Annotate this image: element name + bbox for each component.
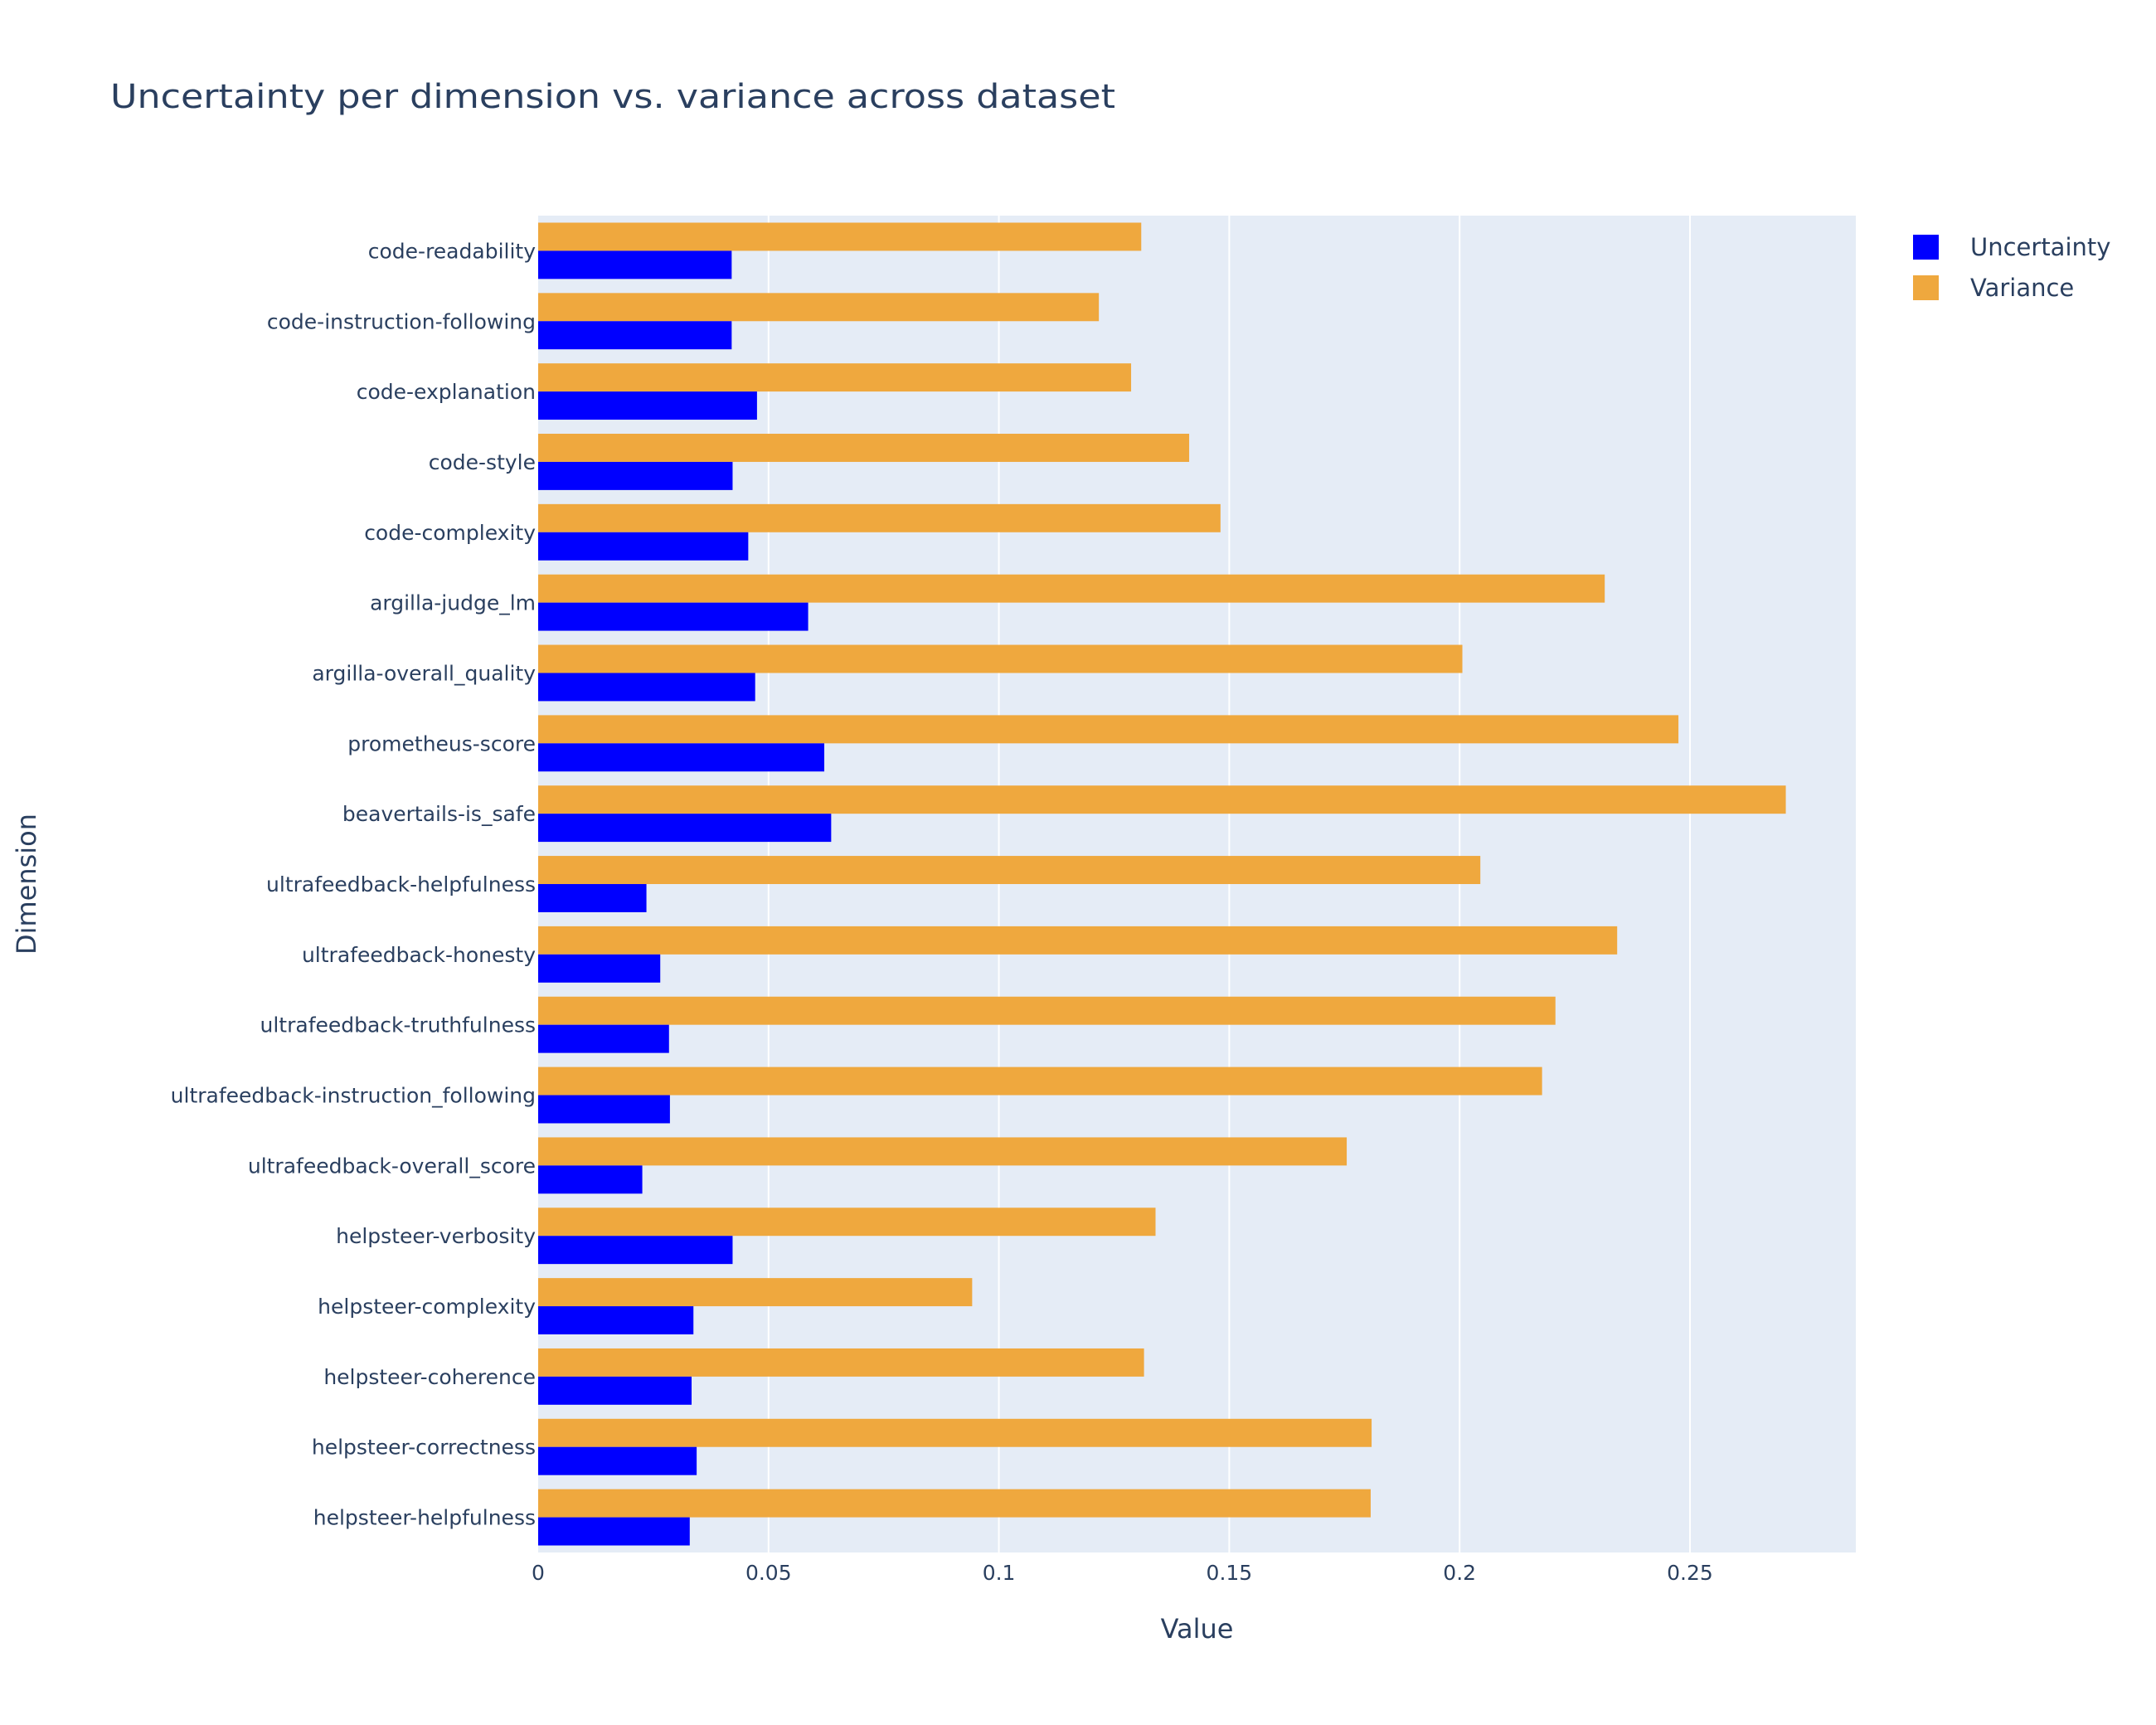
bar-group <box>538 1278 973 1334</box>
bar-uncertainty[interactable] <box>538 1236 733 1265</box>
bar-group <box>538 1348 1144 1405</box>
bar-uncertainty[interactable] <box>538 461 733 490</box>
bar-variance[interactable] <box>538 293 1100 322</box>
bar-group <box>538 996 1556 1053</box>
y-axis-tick-labels: code-readability code-instruction-followi… <box>171 239 537 1529</box>
x-tick-label: 0 <box>532 1561 545 1585</box>
y-tick-label: argilla-judge_lm <box>370 591 536 615</box>
bar-variance[interactable] <box>538 644 1463 673</box>
bar-uncertainty[interactable] <box>538 1165 643 1194</box>
bar-group <box>538 574 1605 631</box>
bar-variance[interactable] <box>538 1208 1156 1237</box>
bar-variance[interactable] <box>538 503 1221 532</box>
bar-group <box>538 1137 1348 1194</box>
bar-uncertainty[interactable] <box>538 884 647 912</box>
bar-group <box>538 1067 1542 1124</box>
x-tick-label: 0.25 <box>1667 1561 1713 1585</box>
bar-variance[interactable] <box>538 1278 973 1307</box>
bar-variance[interactable] <box>538 715 1679 744</box>
bar-uncertainty[interactable] <box>538 1095 670 1124</box>
bar-group <box>538 293 1100 350</box>
legend[interactable]: Uncertainty Variance <box>1913 233 2110 302</box>
bar-variance[interactable] <box>538 1418 1372 1447</box>
bar-uncertainty[interactable] <box>538 1446 697 1475</box>
bars <box>538 222 1786 1546</box>
y-tick-label: code-explanation <box>357 380 536 404</box>
y-tick-label: helpsteer-coherence <box>323 1365 536 1389</box>
y-tick-label: ultrafeedback-helpfulness <box>266 872 536 897</box>
bar-group <box>538 644 1463 702</box>
x-axis-tick-labels: 0 0.05 0.1 0.15 0.2 0.25 <box>532 1561 1713 1585</box>
y-tick-label: ultrafeedback-truthfulness <box>260 1013 537 1037</box>
bar-group <box>538 715 1679 772</box>
bar-group <box>538 926 1618 983</box>
legend-label: Uncertainty <box>1970 233 2110 261</box>
bar-group <box>538 363 1132 420</box>
y-tick-label: ultrafeedback-honesty <box>302 943 536 967</box>
x-tick-label: 0.05 <box>745 1561 792 1585</box>
y-tick-label: argilla-overall_quality <box>312 661 536 685</box>
bar-group <box>538 785 1786 843</box>
y-tick-label: prometheus-score <box>347 731 536 756</box>
bar-uncertainty[interactable] <box>538 532 749 561</box>
bar-uncertainty[interactable] <box>538 1024 669 1053</box>
x-tick-label: 0.15 <box>1207 1561 1253 1585</box>
bar-group <box>538 434 1190 490</box>
bar-uncertainty[interactable] <box>538 1376 692 1405</box>
bar-group <box>538 856 1481 912</box>
bar-variance[interactable] <box>538 1137 1348 1166</box>
y-tick-label: helpsteer-helpfulness <box>313 1506 536 1530</box>
y-tick-label: beavertails-is_safe <box>342 802 536 826</box>
bar-uncertainty[interactable] <box>538 814 832 843</box>
y-tick-label: code-complexity <box>364 521 536 545</box>
legend-swatch <box>1913 235 1939 260</box>
bar-group <box>538 503 1221 561</box>
bar-variance[interactable] <box>538 996 1556 1025</box>
bar-variance[interactable] <box>538 363 1132 392</box>
chart-title: Uncertainty per dimension vs. variance a… <box>110 78 1115 116</box>
bar-uncertainty[interactable] <box>538 391 757 420</box>
bar-variance[interactable] <box>538 1348 1144 1377</box>
bar-group <box>538 1208 1156 1265</box>
bar-variance[interactable] <box>538 222 1142 251</box>
bar-uncertainty[interactable] <box>538 602 808 631</box>
bar-uncertainty[interactable] <box>538 743 825 772</box>
legend-item-uncertainty[interactable]: Uncertainty <box>1913 233 2110 261</box>
bar-uncertainty[interactable] <box>538 1306 694 1334</box>
bar-variance[interactable] <box>538 926 1618 955</box>
legend-swatch <box>1913 275 1939 300</box>
x-tick-label: 0.1 <box>983 1561 1016 1585</box>
bar-group <box>538 1489 1371 1546</box>
bar-variance[interactable] <box>538 574 1605 603</box>
bar-variance[interactable] <box>538 1067 1542 1096</box>
bar-variance[interactable] <box>538 856 1481 884</box>
bar-variance[interactable] <box>538 785 1786 814</box>
y-tick-label: code-style <box>429 450 536 474</box>
bar-uncertainty[interactable] <box>538 954 661 983</box>
bar-uncertainty[interactable] <box>538 321 732 350</box>
bar-group <box>538 222 1142 279</box>
x-tick-label: 0.2 <box>1443 1561 1476 1585</box>
bar-variance[interactable] <box>538 434 1190 462</box>
y-axis-title: Dimension <box>11 814 42 955</box>
x-axis-title: Value <box>1161 1613 1234 1645</box>
y-tick-label: helpsteer-correctness <box>312 1436 536 1460</box>
y-tick-label: helpsteer-complexity <box>318 1295 536 1319</box>
y-tick-label: code-instruction-following <box>267 309 536 333</box>
bar-uncertainty[interactable] <box>538 1517 690 1546</box>
y-tick-label: ultrafeedback-instruction_following <box>171 1084 536 1108</box>
legend-item-variance[interactable]: Variance <box>1913 274 2074 302</box>
y-tick-label: ultrafeedback-overall_score <box>248 1154 536 1178</box>
bar-uncertainty[interactable] <box>538 250 732 279</box>
legend-label: Variance <box>1970 274 2074 302</box>
bar-group <box>538 1418 1372 1475</box>
bar-uncertainty[interactable] <box>538 673 755 702</box>
bar-variance[interactable] <box>538 1489 1371 1518</box>
y-tick-label: code-readability <box>368 239 536 263</box>
y-tick-label: helpsteer-verbosity <box>336 1224 536 1248</box>
